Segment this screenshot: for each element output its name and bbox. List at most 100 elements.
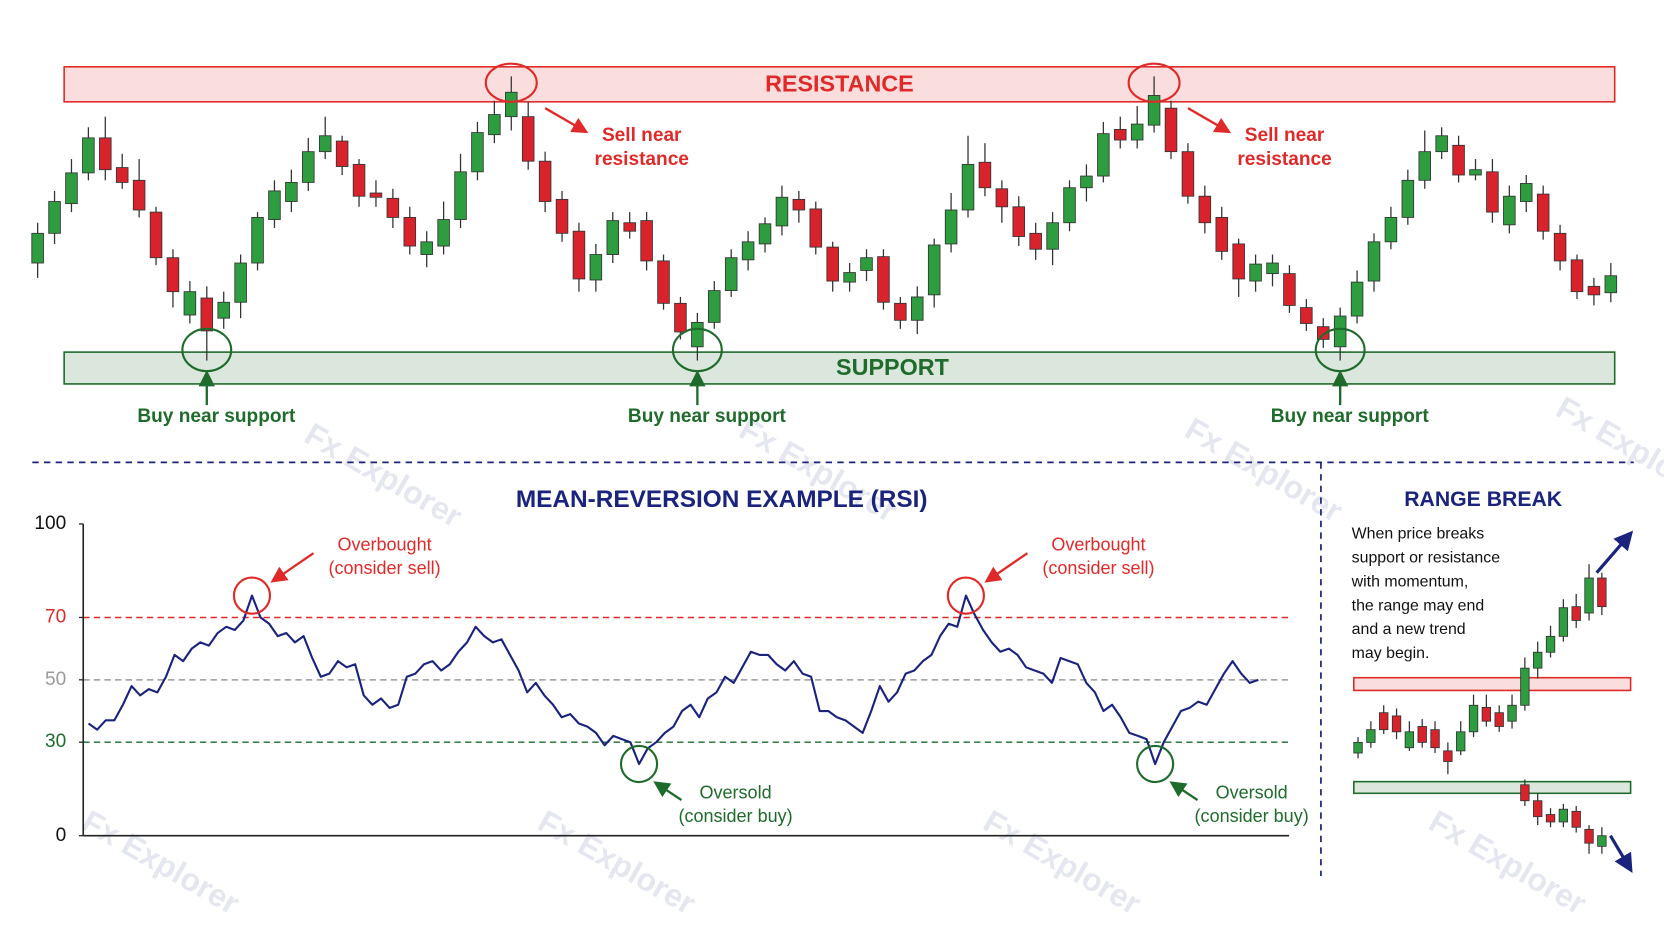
candle-body [1507, 704, 1517, 722]
candle-body [1519, 183, 1533, 202]
annotation-text: Oversold [1216, 782, 1288, 802]
breakdown-arrow [1609, 834, 1633, 873]
candle-body [1452, 144, 1465, 176]
candle-body [132, 179, 146, 211]
candle-body [471, 132, 484, 173]
candle-body [31, 232, 44, 264]
panel-description: support or resistance [1352, 550, 1501, 567]
candle-body [1164, 107, 1178, 153]
candle-body [1097, 133, 1110, 177]
price-band [1353, 676, 1632, 692]
candle-body [674, 302, 687, 333]
candle-body [1418, 151, 1432, 181]
annotation-text: Buy near support [137, 406, 296, 427]
y-tick-label: 0 [56, 825, 67, 846]
candle-body [1571, 810, 1581, 828]
candle-body [1198, 195, 1212, 224]
candle-body [488, 114, 501, 136]
breakout-arrow [1595, 530, 1634, 574]
candle-body [183, 291, 197, 316]
candle-body [1533, 800, 1543, 818]
candle-body [708, 290, 721, 323]
highlight-circle [619, 744, 659, 784]
candle-body [1520, 784, 1530, 802]
highlight-circle [1136, 744, 1175, 784]
candle-body [623, 222, 636, 232]
candle-body [1469, 169, 1482, 176]
candle-body [809, 208, 823, 248]
candle-body [454, 171, 467, 220]
candle-body [1379, 712, 1389, 731]
candle-body [1114, 128, 1127, 141]
candle-body [1430, 729, 1440, 749]
candle-body [1481, 706, 1492, 722]
candle-body [82, 137, 95, 174]
candle-body [1232, 243, 1245, 280]
annotation-arrow [1169, 781, 1199, 802]
y-tick-label: 50 [45, 669, 66, 690]
candle-body [775, 196, 789, 227]
rsi-line [87, 594, 1259, 766]
candle-body [1553, 232, 1567, 262]
candle-body [268, 190, 281, 220]
candle-body [894, 302, 907, 321]
candle-body [555, 198, 569, 234]
y-tick-label: 70 [45, 607, 66, 628]
candle-body [1080, 175, 1093, 189]
candle-body [758, 223, 772, 245]
candle-body [251, 216, 264, 264]
candle-body [437, 219, 450, 247]
candle-body [505, 91, 518, 118]
candle-body [1367, 241, 1381, 282]
candle-body [386, 197, 400, 218]
candle-body [538, 160, 552, 202]
candle-body [640, 220, 653, 262]
candle-body [369, 192, 383, 198]
panel-description: with momentum, [1351, 573, 1469, 590]
candle-body [944, 209, 958, 245]
price-band [1353, 780, 1632, 795]
candle-body [1604, 275, 1618, 294]
candle-body [1266, 262, 1279, 275]
annotation-text: (consider sell) [1042, 558, 1154, 578]
candle-body [1366, 729, 1376, 743]
candle-body [1249, 263, 1262, 282]
candle-body [1558, 808, 1569, 823]
candle-body [403, 216, 417, 247]
candle-body [961, 163, 975, 211]
candle-body [1350, 281, 1364, 317]
candle-body [1520, 667, 1530, 706]
candle-body [1486, 171, 1499, 213]
panel-description: may begin. [1352, 645, 1430, 662]
candle-body [741, 241, 755, 261]
candle-body [1536, 193, 1550, 232]
candle-body [1404, 731, 1415, 749]
annotation-arrow [984, 552, 1029, 583]
chart-title: MEAN-REVERSION EXAMPLE (RSI) [516, 486, 928, 513]
candle-body [1215, 216, 1229, 252]
candle-body [521, 116, 535, 162]
candle-body [1063, 187, 1076, 224]
candle-body [860, 257, 873, 271]
candle-body [1012, 206, 1026, 237]
candle-body [1417, 726, 1427, 743]
candle-body [1391, 715, 1402, 733]
annotation-text: Sell near [1245, 125, 1325, 146]
candle-body [1503, 195, 1516, 226]
annotation-text: resistance [595, 149, 689, 170]
y-tick-label: 30 [45, 731, 66, 752]
candle-body [1333, 315, 1347, 348]
candle-body [606, 220, 620, 255]
candle-body [1584, 828, 1594, 844]
candle-body [724, 257, 738, 292]
candle-body [115, 167, 129, 183]
candle-body [48, 201, 61, 234]
candle-body [302, 151, 315, 183]
candle-body [1283, 273, 1296, 306]
y-tick-label: 100 [34, 513, 66, 534]
candle-body [1494, 712, 1504, 727]
panel-description: When price breaks [1352, 526, 1485, 543]
candle-body [65, 172, 78, 205]
candle-body [200, 297, 214, 332]
